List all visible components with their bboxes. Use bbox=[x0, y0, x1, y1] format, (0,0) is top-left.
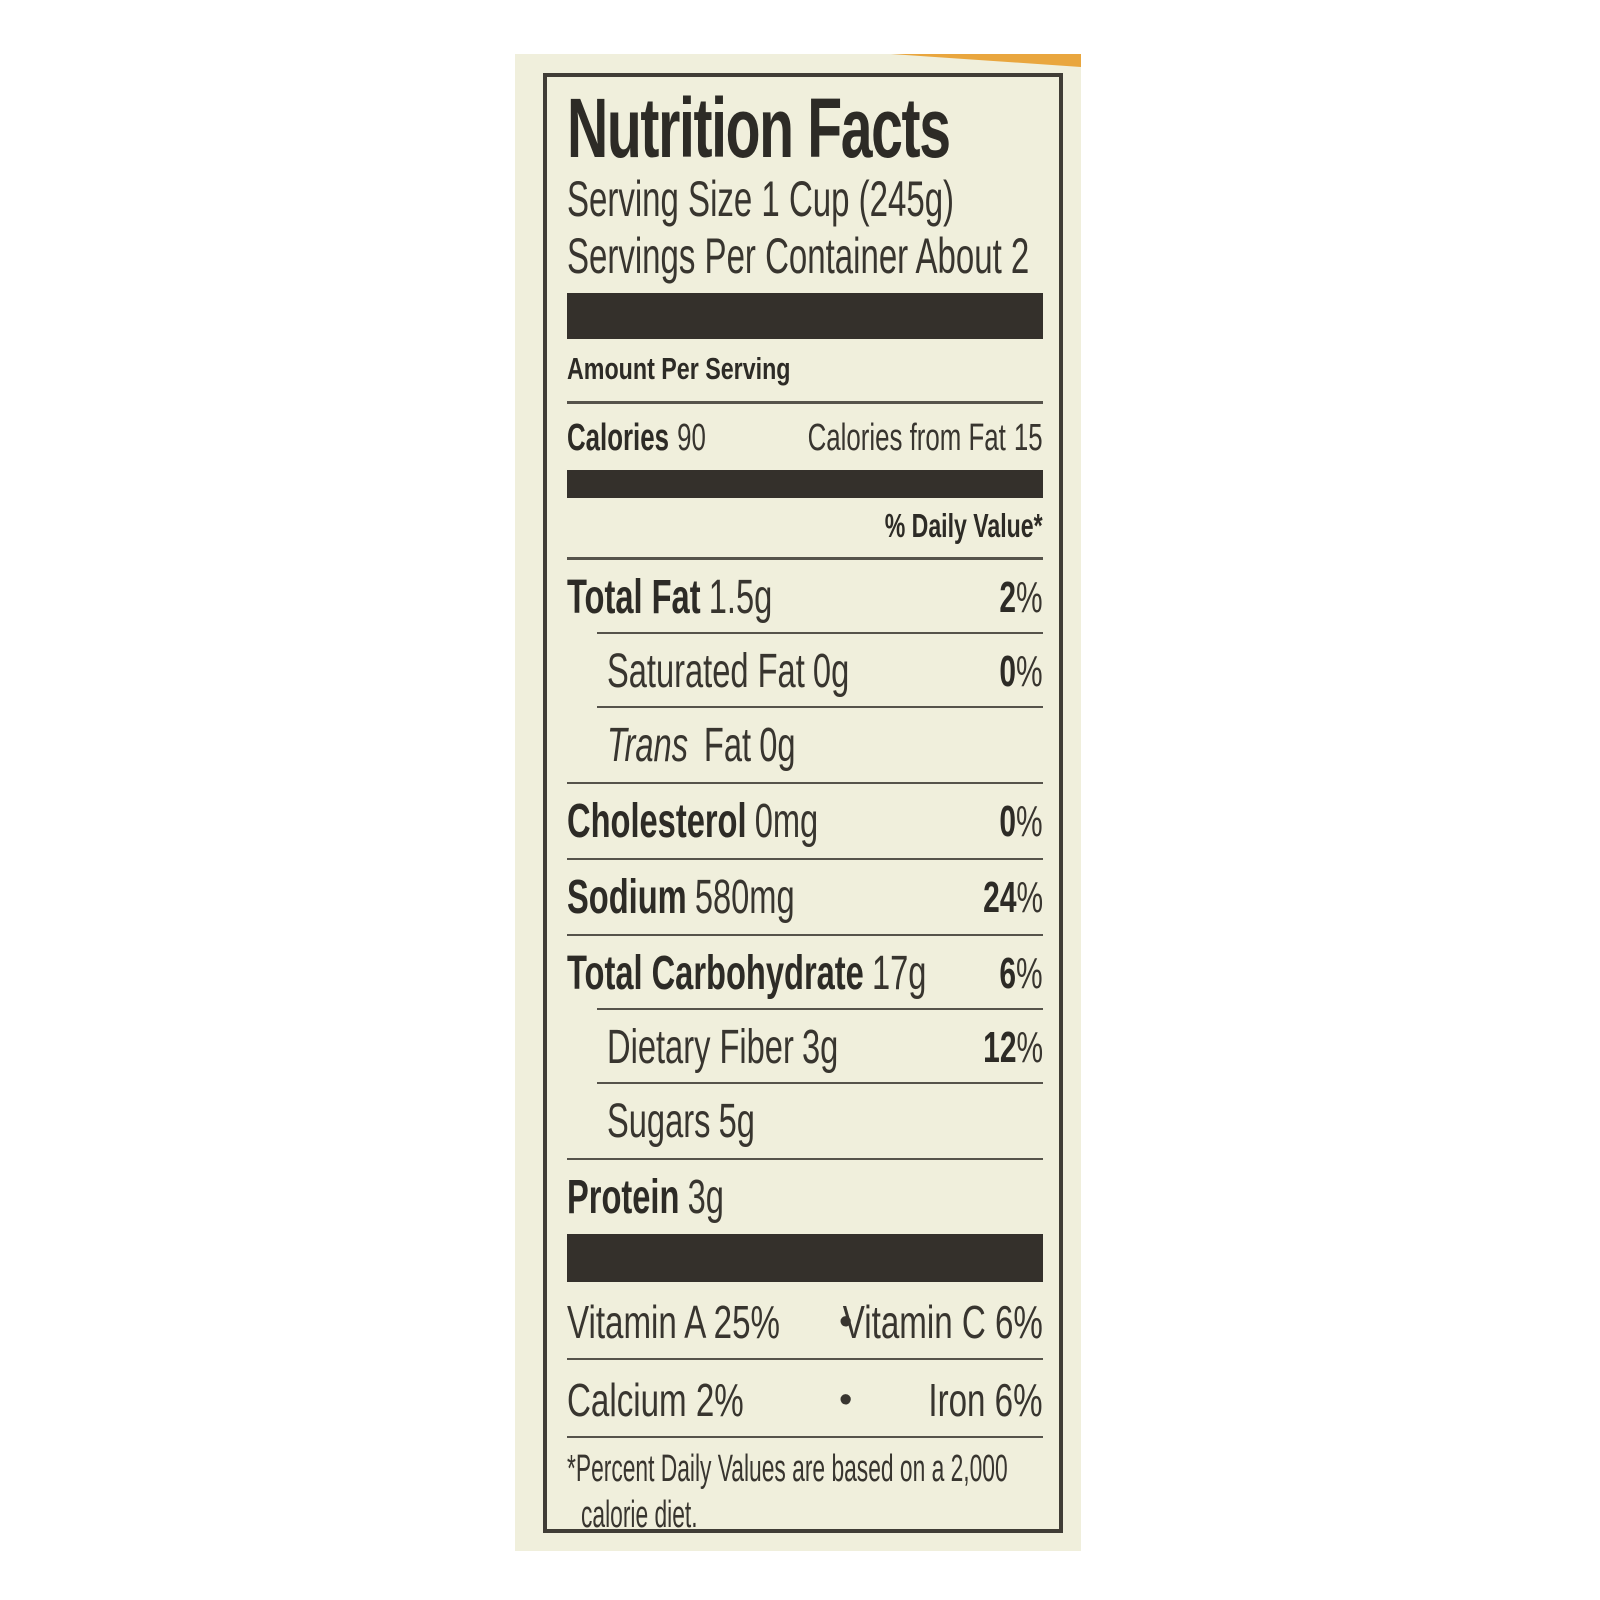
nutrient-daily-value: 0% bbox=[1000, 796, 1043, 848]
daily-value-number: 12 bbox=[983, 1023, 1017, 1072]
nutrient-name: Cholesterol bbox=[567, 795, 747, 848]
nutrient-text: Total Carbohydrate 17g bbox=[567, 948, 926, 1000]
nutrient-name: Sodium bbox=[567, 871, 687, 924]
nutrient-amount: 5g bbox=[718, 1095, 755, 1148]
calories-row: Calories 90 Calories from Fat 15 bbox=[567, 404, 1043, 470]
amount-per-serving-row: Amount Per Serving bbox=[567, 339, 1043, 404]
vitamin-c-value: Vitamin C 6% bbox=[842, 1296, 1043, 1348]
percent-sign: % bbox=[1016, 873, 1043, 922]
nutrient-row-cholesterol: Cholesterol 0mg 0% bbox=[567, 784, 1043, 860]
serving-size-line: Serving Size 1 Cup (245g) bbox=[567, 171, 1043, 228]
percent-sign: % bbox=[1016, 949, 1043, 998]
calories-from-fat-value: 15 bbox=[1014, 417, 1043, 459]
nutrient-daily-value: 6% bbox=[1000, 948, 1043, 1000]
percent-sign: % bbox=[1016, 1023, 1043, 1072]
daily-value-header-row: % Daily Value* bbox=[567, 498, 1043, 560]
nutrient-text: Sugars 5g bbox=[607, 1096, 755, 1148]
nutrient-amount: 3g bbox=[801, 1021, 839, 1074]
nutrient-daily-value: 24% bbox=[983, 872, 1043, 924]
nutrient-row-sugars: Sugars 5g bbox=[567, 1084, 1043, 1160]
daily-value-number: 6 bbox=[999, 949, 1017, 998]
iron-value: Iron 6% bbox=[928, 1374, 1043, 1426]
nutrient-row-total-fat: Total Fat 1.5g 2% bbox=[567, 560, 1043, 634]
nutrient-text: Cholesterol 0mg bbox=[567, 796, 818, 848]
percent-sign: % bbox=[1016, 797, 1043, 846]
nutrient-amount: 1.5g bbox=[708, 571, 773, 624]
nutrient-row-saturated-fat: Saturated Fat 0g 0% bbox=[567, 634, 1043, 708]
micronutrient-row-minerals: Calcium 2% • Iron 6% bbox=[567, 1360, 1043, 1438]
separator-bar-calories bbox=[567, 470, 1043, 498]
nutrient-name: Total Fat bbox=[567, 571, 701, 624]
daily-value-number: 0 bbox=[999, 797, 1017, 846]
nutrient-name: Sugars bbox=[607, 1095, 711, 1148]
nutrient-amount: 0mg bbox=[754, 795, 819, 848]
nutrient-daily-value: 0% bbox=[1000, 646, 1043, 698]
servings-per-container-line: Servings Per Container About 2 bbox=[567, 228, 1043, 285]
nutrient-daily-value: 2% bbox=[1000, 572, 1043, 624]
nutrient-text: Saturated Fat 0g bbox=[607, 646, 849, 698]
footnote: *Percent Daily Values are based on a 2,0… bbox=[567, 1438, 1043, 1533]
bullet-separator: • bbox=[839, 1379, 853, 1421]
nutrient-text: Sodium 580mg bbox=[567, 872, 795, 924]
separator-bar-bottom bbox=[567, 1234, 1043, 1282]
calories-value: 90 bbox=[677, 417, 706, 459]
nutrient-name: Fat bbox=[694, 719, 752, 772]
nutrient-row-dietary-fiber: Dietary Fiber 3g 12% bbox=[567, 1010, 1043, 1084]
daily-value-number: 2 bbox=[999, 573, 1017, 622]
calories-left: Calories 90 bbox=[567, 416, 706, 460]
footnote-text-2: calorie diet. bbox=[581, 1494, 698, 1533]
percent-sign: % bbox=[1016, 573, 1043, 622]
micronutrient-row-vitamins: Vitamin A 25% • Vitamin C 6% bbox=[567, 1282, 1043, 1360]
nutrition-facts-title-text: Nutrition Facts bbox=[567, 81, 951, 175]
label-top-accent-strip bbox=[891, 54, 1081, 67]
daily-value-number: 0 bbox=[999, 647, 1017, 696]
separator-bar-top bbox=[567, 293, 1043, 339]
serving-size-text: Serving Size 1 Cup (245g) bbox=[567, 171, 955, 227]
nutrient-amount: 580mg bbox=[694, 871, 795, 924]
daily-value-number: 24 bbox=[983, 873, 1017, 922]
nutrient-row-sodium: Sodium 580mg 24% bbox=[567, 860, 1043, 936]
nutrient-name: Protein bbox=[567, 1171, 680, 1224]
nutrient-name: Saturated Fat bbox=[607, 645, 805, 698]
nutrient-name: Total Carbohydrate bbox=[567, 947, 864, 1000]
calcium-value: Calcium 2% bbox=[567, 1374, 744, 1426]
bullet-separator: • bbox=[839, 1301, 853, 1343]
nutrient-name: Dietary Fiber bbox=[607, 1021, 794, 1074]
nutrient-text: Total Fat 1.5g bbox=[567, 572, 772, 624]
nutrition-label: Nutrition Facts Serving Size 1 Cup (245g… bbox=[515, 54, 1081, 1551]
nutrition-facts-box: Nutrition Facts Serving Size 1 Cup (245g… bbox=[543, 73, 1063, 1533]
footnote-line-2: calorie diet. bbox=[581, 1492, 1043, 1533]
nutrition-facts-title: Nutrition Facts bbox=[567, 81, 1043, 175]
nutrient-name-italic: Trans bbox=[607, 719, 689, 772]
vitamin-a-value: Vitamin A 25% bbox=[567, 1296, 780, 1348]
percent-sign: % bbox=[1016, 647, 1043, 696]
nutrient-row-total-carbohydrate: Total Carbohydrate 17g 6% bbox=[567, 936, 1043, 1010]
footnote-line-1: *Percent Daily Values are based on a 2,0… bbox=[567, 1446, 1043, 1492]
footnote-text-1: *Percent Daily Values are based on a 2,0… bbox=[567, 1448, 1008, 1490]
nutrient-amount: 3g bbox=[687, 1171, 724, 1224]
nutrient-amount: 0g bbox=[759, 719, 796, 772]
daily-value-header: % Daily Value* bbox=[885, 507, 1043, 544]
nutrient-text: Protein 3g bbox=[567, 1172, 724, 1224]
amount-per-serving-label: Amount Per Serving bbox=[567, 351, 791, 386]
nutrient-amount: 0g bbox=[812, 645, 850, 698]
nutrient-amount: 17g bbox=[871, 947, 927, 1000]
nutrient-text: Trans Fat 0g bbox=[607, 720, 796, 772]
calories-from-fat-label: Calories from Fat bbox=[807, 417, 1007, 459]
nutrient-daily-value: 12% bbox=[983, 1022, 1043, 1074]
nutrient-row-protein: Protein 3g bbox=[567, 1160, 1043, 1234]
calories-label: Calories bbox=[567, 417, 669, 459]
nutrient-row-trans-fat: Trans Fat 0g bbox=[567, 708, 1043, 784]
nutrient-text: Dietary Fiber 3g bbox=[607, 1022, 838, 1074]
servings-per-container-text: Servings Per Container About 2 bbox=[567, 228, 1030, 284]
calories-from-fat: Calories from Fat 15 bbox=[808, 416, 1043, 460]
